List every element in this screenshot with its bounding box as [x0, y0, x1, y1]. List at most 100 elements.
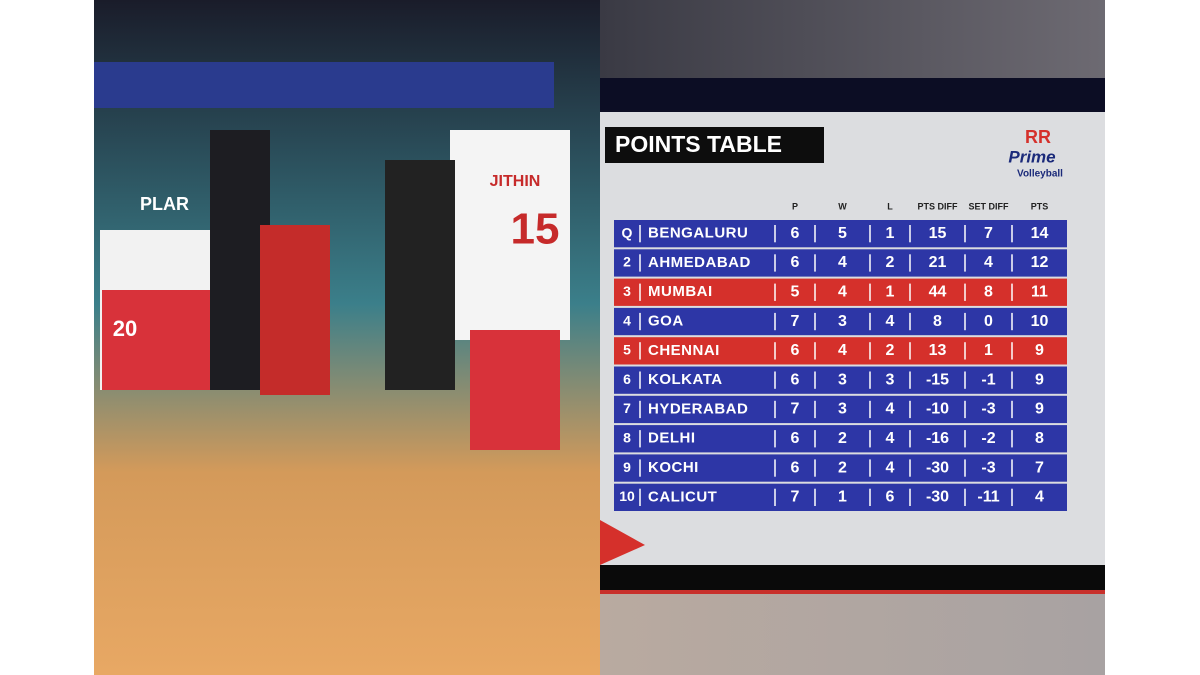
column-header: SET DIFF: [969, 201, 1010, 211]
cell-value: -10: [926, 401, 949, 418]
cell-value: 3: [838, 313, 847, 330]
row-bg: [614, 278, 1067, 306]
cell-value: 1: [838, 489, 847, 506]
rank: 9: [623, 459, 631, 475]
row-bg: [614, 483, 1067, 511]
cell-value: 8: [984, 283, 993, 300]
column-header: PTS DIFF: [918, 201, 959, 211]
cell-value: 2: [838, 459, 847, 476]
cell-value: 6: [791, 254, 800, 271]
row-bg: [614, 307, 1067, 336]
rank: 3: [623, 283, 631, 299]
decor: [600, 520, 645, 565]
team-name: GOA: [648, 313, 684, 330]
cell-value: 9: [1035, 401, 1044, 418]
cell-value: -11: [977, 489, 999, 506]
cell-value: -30: [926, 459, 949, 476]
cell-value: 1: [886, 225, 895, 242]
panel-bar: [600, 565, 1105, 590]
cell-value: 2: [838, 430, 847, 447]
cell-value: 4: [886, 459, 895, 476]
row-bg: [614, 337, 1067, 365]
cell-value: -2: [981, 430, 995, 447]
team-name: KOLKATA: [648, 371, 723, 388]
cell-value: -1: [981, 371, 995, 388]
team-name: HYDERABAD: [648, 400, 748, 417]
cell-value: 1: [886, 283, 895, 300]
cell-value: 1: [984, 342, 993, 359]
cell-value: 15: [929, 225, 947, 242]
cell-value: 7: [984, 225, 993, 242]
rank: Q: [622, 224, 633, 240]
cell-value: 4: [886, 430, 895, 447]
cell-value: 7: [791, 401, 800, 418]
cell-value: 7: [791, 489, 800, 506]
team-name: BENGALURU: [648, 225, 748, 242]
cell-value: 44: [929, 283, 947, 300]
cell-value: 4: [886, 313, 895, 330]
table-title: POINTS TABLE: [615, 131, 782, 157]
jersey-number: 20: [113, 316, 137, 341]
cell-value: 4: [838, 254, 847, 271]
cell-value: 6: [886, 489, 895, 506]
cell-value: 6: [791, 430, 800, 447]
cell-value: 7: [1035, 459, 1044, 476]
panel-bottom: [600, 594, 1105, 675]
cell-value: 4: [838, 283, 847, 300]
cell-value: 6: [791, 371, 800, 388]
cell-value: 6: [791, 225, 800, 242]
cell-value: 5: [838, 225, 847, 242]
rank: 4: [623, 312, 631, 328]
column-header: P: [792, 201, 798, 211]
cell-value: 8: [933, 313, 942, 330]
cell-value: 14: [1031, 225, 1049, 242]
cell-value: 21: [929, 254, 947, 271]
rank: 8: [623, 429, 631, 445]
cell-value: 4: [984, 254, 993, 271]
column-header: W: [838, 201, 847, 211]
cell-value: -3: [981, 401, 995, 418]
cell-value: 4: [838, 342, 847, 359]
team-name: CALICUT: [648, 488, 717, 505]
cell-value: 9: [1035, 371, 1044, 388]
cell-value: 6: [791, 342, 800, 359]
cell-value: 3: [838, 371, 847, 388]
cell-value: -15: [926, 371, 949, 388]
row-bg: [614, 249, 1067, 277]
cell-value: 8: [1035, 430, 1044, 447]
column-header: PTS: [1031, 201, 1049, 211]
cell-value: 2: [886, 342, 895, 359]
cell-value: 10: [1031, 313, 1049, 330]
cell-value: 12: [1031, 254, 1049, 271]
cell-value: 3: [838, 401, 847, 418]
cell-value: -3: [981, 459, 995, 476]
cell-value: 7: [791, 313, 800, 330]
rank: 7: [623, 400, 631, 416]
cell-value: 0: [984, 313, 993, 330]
logo-subtitle: Volleyball: [1017, 169, 1063, 180]
row-bg: [614, 395, 1067, 424]
cell-value: 11: [1031, 283, 1048, 300]
team-name: MUMBAI: [648, 283, 713, 300]
panel-line: [600, 590, 1105, 594]
jersey-text: JITHIN: [490, 173, 541, 190]
row-bg: [614, 220, 1067, 248]
panel-top: [600, 0, 1105, 78]
row-bg: [614, 454, 1067, 482]
team-name: CHENNAI: [648, 342, 720, 359]
panel-band: [600, 78, 1105, 112]
jersey-number: 15: [511, 205, 560, 254]
photo: PLAR JITHIN 15 20: [94, 0, 600, 675]
cell-value: 13: [929, 342, 947, 359]
cell-value: -30: [926, 489, 949, 506]
rank: 6: [623, 371, 631, 387]
cell-value: 6: [791, 459, 800, 476]
row-bg: [614, 366, 1067, 394]
column-header: L: [887, 201, 893, 211]
jersey-text: PLAR: [140, 194, 189, 214]
cell-value: 2: [886, 254, 895, 271]
rank: 2: [623, 254, 631, 270]
cell-value: 4: [1035, 489, 1044, 506]
